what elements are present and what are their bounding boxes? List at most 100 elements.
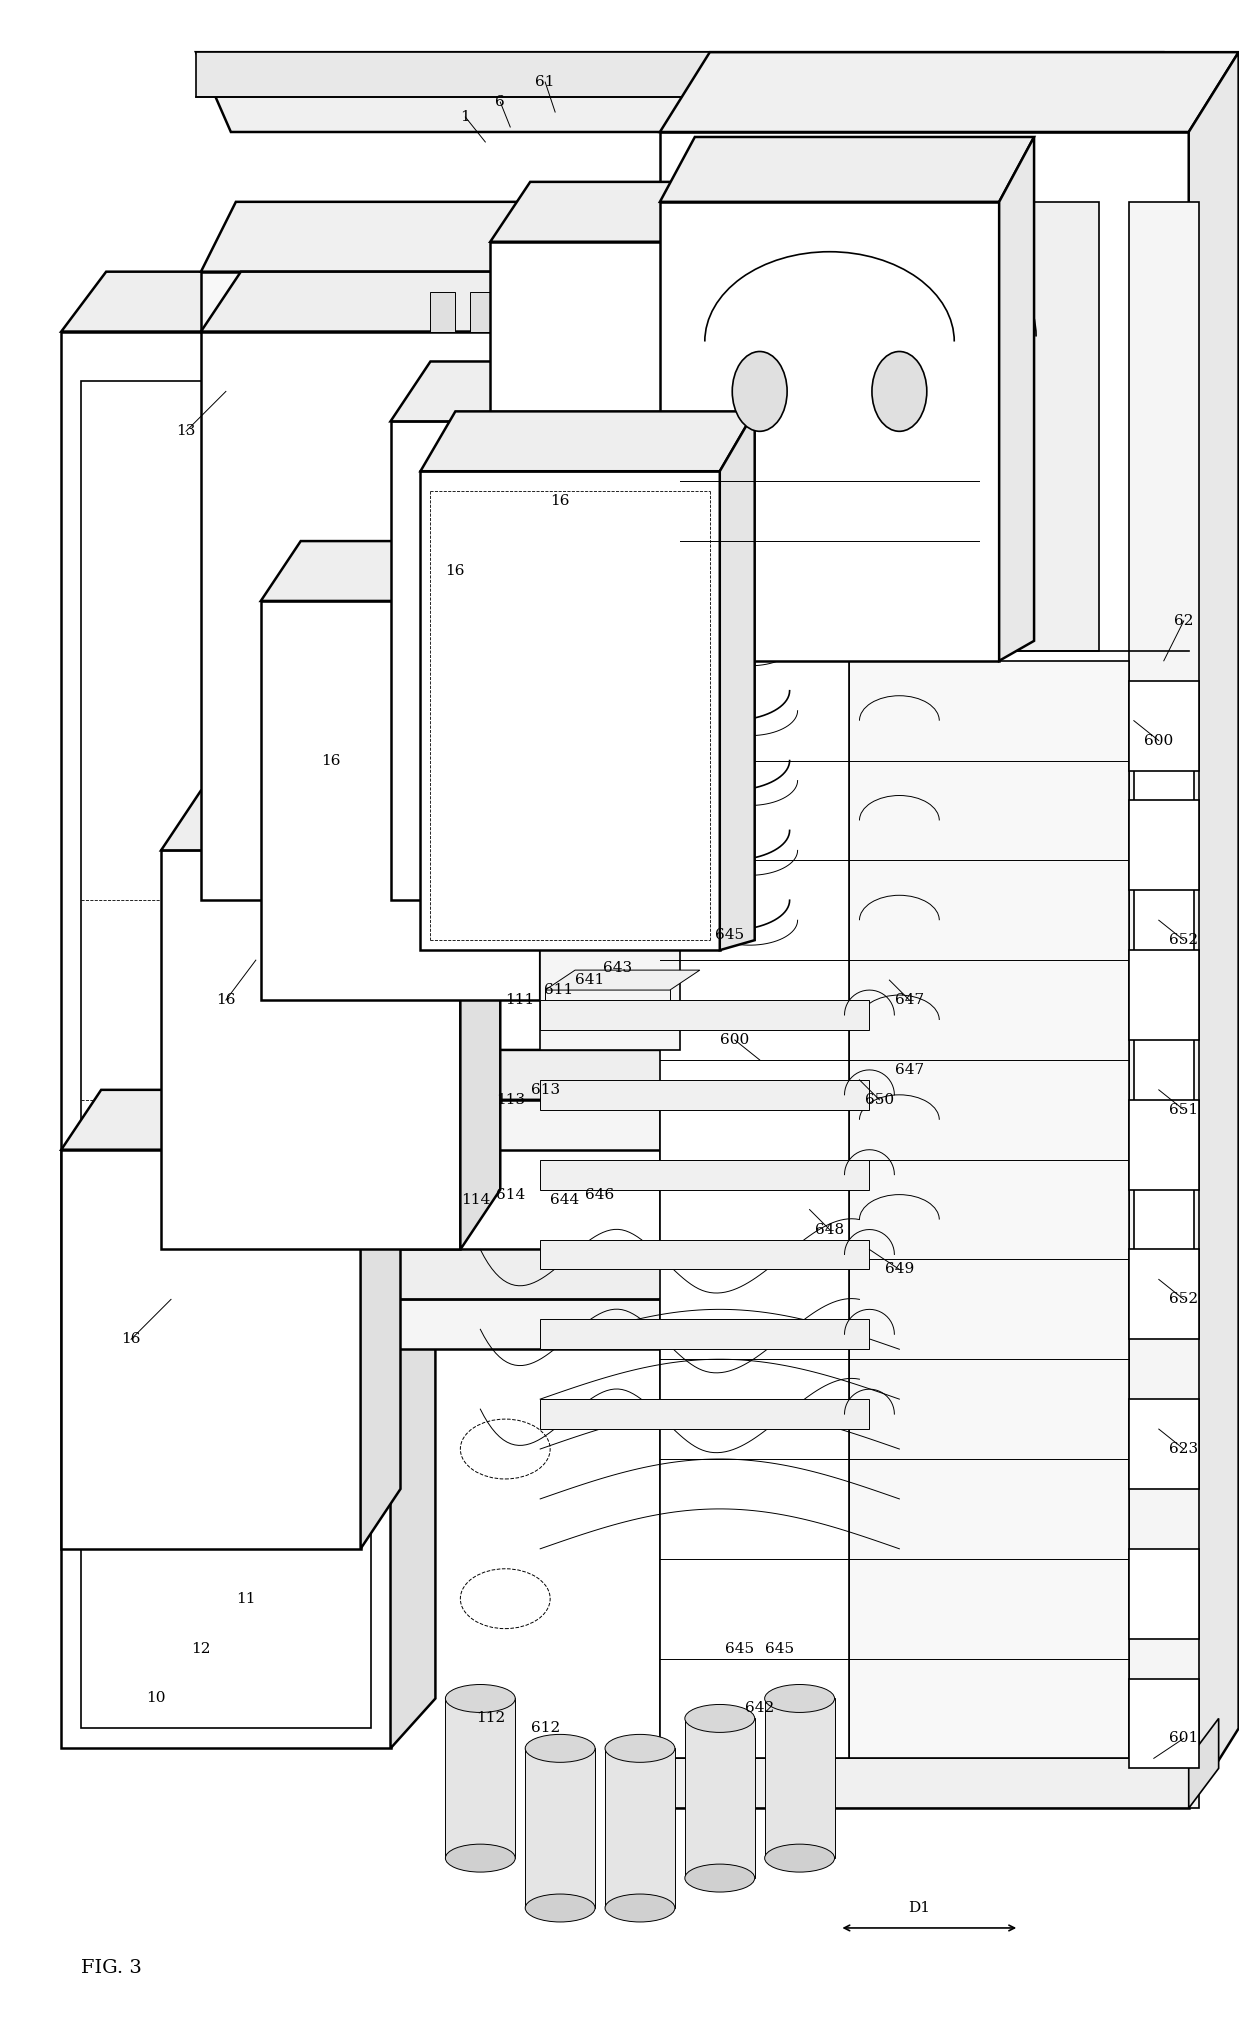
Ellipse shape — [526, 1735, 595, 1762]
Text: 16: 16 — [445, 565, 465, 577]
Text: 600: 600 — [720, 1034, 749, 1046]
Text: 6: 6 — [496, 96, 505, 108]
Polygon shape — [196, 53, 1164, 98]
Text: 651: 651 — [1169, 1103, 1198, 1117]
Polygon shape — [660, 53, 1239, 133]
Text: 16: 16 — [551, 493, 570, 508]
Polygon shape — [1128, 1250, 1199, 1340]
Text: 16: 16 — [122, 1331, 141, 1346]
Polygon shape — [765, 1698, 835, 1858]
Polygon shape — [201, 271, 630, 332]
Polygon shape — [541, 999, 869, 1030]
Ellipse shape — [872, 351, 926, 432]
Polygon shape — [660, 1758, 1189, 1809]
Text: 647: 647 — [895, 993, 924, 1007]
Polygon shape — [660, 137, 1034, 202]
Text: 1: 1 — [460, 110, 470, 124]
Ellipse shape — [526, 1894, 595, 1923]
Polygon shape — [546, 775, 699, 795]
Polygon shape — [391, 271, 435, 1747]
Polygon shape — [470, 292, 495, 332]
Polygon shape — [460, 791, 500, 1250]
Text: 652: 652 — [1169, 934, 1198, 948]
Polygon shape — [1128, 681, 1199, 771]
Polygon shape — [541, 530, 709, 581]
Polygon shape — [1189, 53, 1239, 1809]
Polygon shape — [61, 1150, 361, 1550]
Polygon shape — [680, 202, 1099, 650]
Polygon shape — [999, 137, 1034, 661]
Text: 644: 644 — [551, 1193, 580, 1207]
Text: 10: 10 — [146, 1692, 166, 1705]
Text: 13: 13 — [176, 424, 196, 438]
Text: 645: 645 — [725, 1641, 754, 1656]
Text: 613: 613 — [531, 1083, 559, 1097]
Polygon shape — [546, 581, 699, 602]
Text: FIG. 3: FIG. 3 — [81, 1959, 143, 1978]
Polygon shape — [1133, 850, 1194, 971]
Polygon shape — [546, 840, 699, 860]
Polygon shape — [201, 1299, 660, 1350]
Text: 611: 611 — [543, 983, 573, 997]
Text: 643: 643 — [604, 960, 632, 975]
Polygon shape — [1133, 999, 1194, 1119]
Polygon shape — [201, 332, 590, 901]
Ellipse shape — [684, 1705, 755, 1733]
Ellipse shape — [605, 1735, 675, 1762]
Polygon shape — [709, 361, 750, 901]
Polygon shape — [546, 971, 699, 991]
Text: 642: 642 — [745, 1701, 774, 1715]
Polygon shape — [430, 292, 455, 332]
Ellipse shape — [445, 1843, 516, 1872]
Polygon shape — [1128, 1678, 1199, 1768]
Polygon shape — [541, 1160, 869, 1189]
Polygon shape — [590, 271, 630, 901]
Polygon shape — [201, 202, 1199, 271]
Polygon shape — [541, 1081, 869, 1109]
Polygon shape — [201, 850, 699, 901]
Polygon shape — [201, 901, 660, 950]
Polygon shape — [541, 540, 580, 999]
Polygon shape — [541, 581, 680, 1050]
Polygon shape — [730, 181, 770, 440]
Polygon shape — [201, 1050, 699, 1099]
Polygon shape — [684, 1719, 755, 1878]
Ellipse shape — [786, 357, 867, 406]
Polygon shape — [81, 381, 371, 1729]
Polygon shape — [699, 1020, 1118, 1095]
Text: 647: 647 — [895, 1062, 924, 1077]
Text: 649: 649 — [885, 1262, 914, 1276]
Polygon shape — [699, 820, 1118, 895]
Polygon shape — [605, 1747, 675, 1909]
Polygon shape — [61, 1089, 401, 1150]
Polygon shape — [660, 850, 699, 950]
Ellipse shape — [765, 1684, 835, 1713]
Polygon shape — [660, 133, 1189, 1809]
Polygon shape — [391, 361, 750, 422]
Text: 652: 652 — [1169, 1293, 1198, 1307]
Text: 11: 11 — [236, 1592, 255, 1605]
Text: 114: 114 — [461, 1193, 490, 1207]
Polygon shape — [1128, 1550, 1199, 1639]
Text: 645: 645 — [715, 928, 744, 942]
Text: 16: 16 — [321, 754, 341, 767]
Polygon shape — [849, 661, 1128, 1758]
Text: 623: 623 — [1169, 1442, 1198, 1456]
Polygon shape — [699, 720, 1118, 795]
Polygon shape — [161, 791, 500, 850]
Polygon shape — [260, 540, 580, 602]
Text: 62: 62 — [1174, 614, 1193, 628]
Polygon shape — [1128, 950, 1199, 1040]
Polygon shape — [1128, 801, 1199, 891]
Ellipse shape — [605, 1894, 675, 1923]
Polygon shape — [361, 1089, 401, 1550]
Text: 612: 612 — [531, 1721, 559, 1735]
Polygon shape — [201, 271, 1164, 332]
Polygon shape — [546, 905, 699, 926]
Polygon shape — [196, 53, 1199, 133]
Polygon shape — [161, 850, 460, 1250]
Polygon shape — [61, 332, 391, 1747]
Text: 112: 112 — [476, 1711, 505, 1725]
Ellipse shape — [786, 257, 867, 306]
Polygon shape — [201, 1250, 699, 1299]
